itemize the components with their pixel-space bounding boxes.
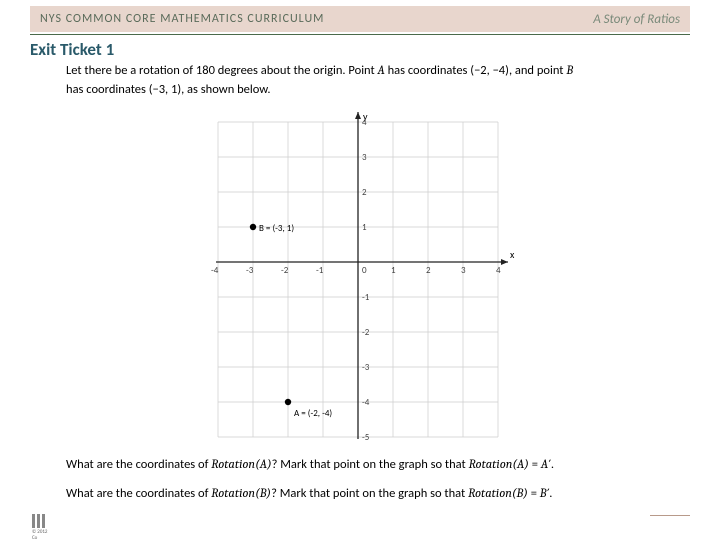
page-title: Exit Ticket 1: [30, 39, 720, 60]
arg: (A): [255, 458, 272, 472]
question-1: What are the coordinates of Rotation(A)?…: [66, 457, 680, 472]
text: has coordinates: [385, 63, 471, 78]
svg-text:-5: -5: [362, 432, 370, 443]
coordinate-graph: xy-4-3-2-101234-5-4-3-2-11234B = (-3, 1)…: [204, 108, 516, 447]
footer-bars-icon: [32, 514, 50, 528]
svg-text:2: 2: [426, 265, 431, 276]
svg-text:A = (-2, -4): A = (-2, -4): [294, 408, 332, 419]
footer-logo: © 2012 Co: [32, 514, 50, 534]
svg-text:1: 1: [391, 265, 396, 276]
text: .: [549, 486, 552, 501]
svg-text:-1: -1: [362, 292, 370, 303]
svg-text:-4: -4: [362, 397, 370, 408]
svg-text:-4: -4: [211, 265, 219, 276]
rhs: A′: [541, 458, 551, 472]
text: Let there be a rotation of 180 degrees a…: [66, 63, 378, 78]
eq: =: [529, 457, 541, 472]
graph-container: xy-4-3-2-101234-5-4-3-2-11234B = (-3, 1)…: [0, 108, 720, 447]
svg-text:0: 0: [362, 265, 367, 276]
header-right: A Story of Ratios: [593, 12, 680, 27]
svg-text:-2: -2: [362, 327, 370, 338]
text: ? Mark that point on the graph so that: [271, 486, 468, 501]
lhs: Rotation(B): [468, 487, 528, 501]
footer-copyright: © 2012 Co: [32, 529, 50, 541]
svg-text:x: x: [510, 248, 515, 261]
header-divider: [30, 34, 690, 35]
text: has coordinates: [66, 82, 149, 97]
svg-text:-1: -1: [316, 265, 324, 276]
text: What are the coordinates of: [66, 457, 211, 472]
svg-text:1: 1: [362, 222, 367, 233]
var-B: B: [566, 64, 573, 78]
coords-A: (−2, −4): [470, 63, 509, 78]
text: , as shown below.: [181, 82, 270, 97]
coords-B: (−3, 1): [149, 82, 181, 97]
var-A: A: [378, 64, 385, 78]
svg-text:-3: -3: [362, 362, 370, 373]
header-bar: NYS COMMON CORE MATHEMATICS CURRICULUM A…: [30, 6, 690, 32]
arg: (B): [255, 487, 271, 501]
rhs: B′: [540, 487, 550, 501]
rot: Rotation: [211, 487, 255, 501]
svg-text:3: 3: [362, 152, 367, 163]
svg-text:4: 4: [496, 265, 501, 276]
text: ? Mark that point on the graph so that: [272, 457, 469, 472]
header-left: NYS COMMON CORE MATHEMATICS CURRICULUM: [40, 12, 324, 26]
text: .: [551, 457, 554, 472]
svg-text:-3: -3: [246, 265, 254, 276]
footer-rule: [650, 515, 690, 516]
svg-text:-2: -2: [281, 265, 289, 276]
text: , and point: [509, 63, 566, 78]
lhs: Rotation(A): [469, 458, 529, 472]
eq: =: [528, 486, 540, 501]
svg-text:B = (-3, 1): B = (-3, 1): [259, 223, 294, 234]
problem-statement: Let there be a rotation of 180 degrees a…: [66, 62, 680, 100]
text: What are the coordinates of: [66, 486, 211, 501]
svg-text:2: 2: [362, 187, 367, 198]
question-2: What are the coordinates of Rotation(B)?…: [66, 486, 680, 501]
rot: Rotation: [211, 458, 255, 472]
svg-text:4: 4: [362, 117, 367, 128]
svg-text:3: 3: [461, 265, 466, 276]
